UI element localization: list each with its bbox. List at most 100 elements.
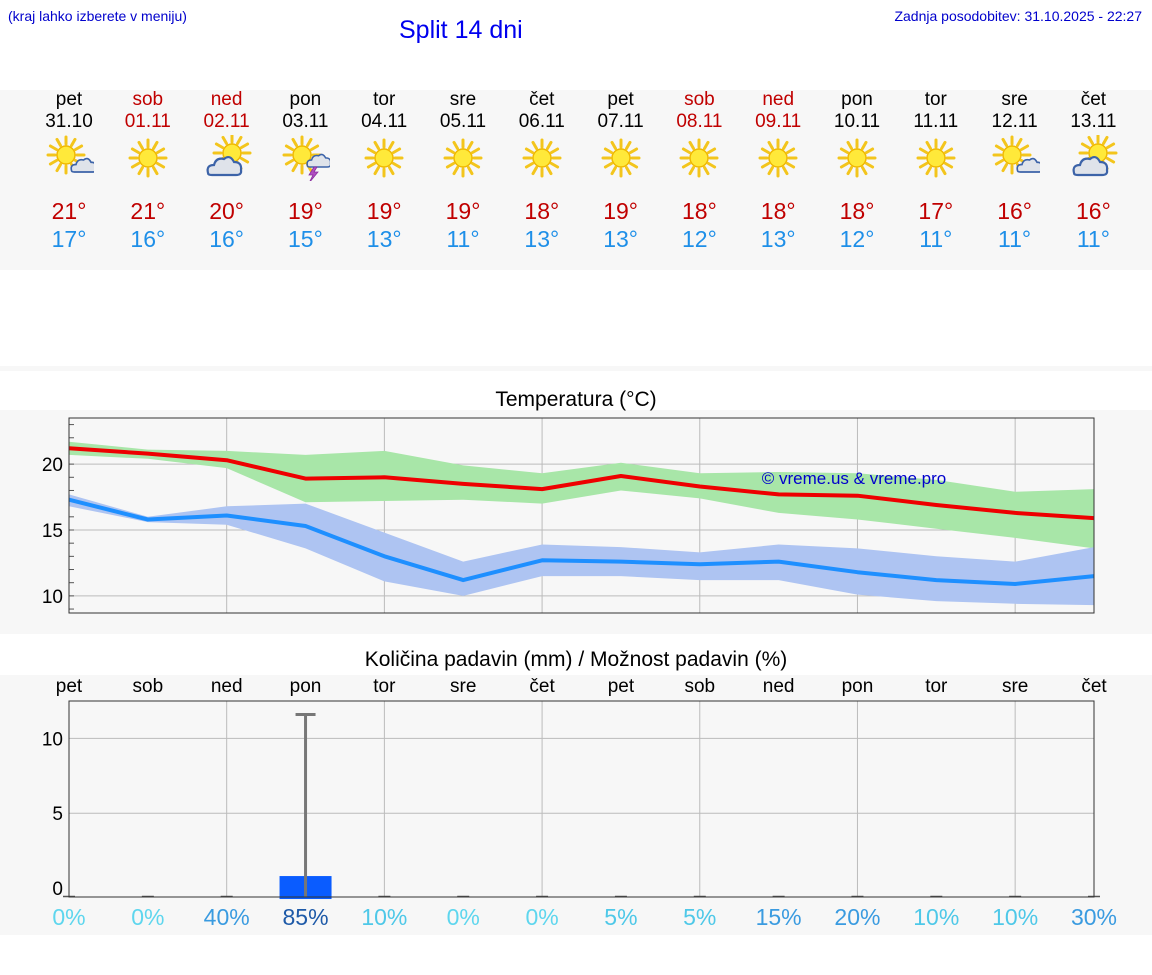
day-name: sre xyxy=(1001,89,1028,110)
weather-icon-slot xyxy=(265,135,345,183)
precip-chance: 15% xyxy=(755,904,802,930)
precip-chance: 5% xyxy=(683,904,717,930)
day-name: pet xyxy=(607,89,634,110)
temp-min: 11° xyxy=(998,226,1032,252)
temp-max: 18° xyxy=(682,198,717,224)
temp-ytick-label: 15 xyxy=(42,521,63,542)
weather-icon-slot xyxy=(581,135,661,183)
temp-min: 15° xyxy=(288,226,323,252)
sun-icon xyxy=(601,138,641,178)
temp-max: 18° xyxy=(839,198,875,224)
sun-icon xyxy=(837,138,877,178)
sun-cloud-big-icon xyxy=(1072,135,1118,177)
forecast-band xyxy=(0,90,1152,270)
precip-chance: 5% xyxy=(604,904,638,930)
temp-max: 19° xyxy=(445,198,481,224)
page-title: Split 14 dni xyxy=(399,16,523,44)
temp-min: 13° xyxy=(760,226,796,252)
temp-min: 13° xyxy=(366,226,402,252)
precip-day-label: sob xyxy=(133,676,164,697)
day-column: pet 07.11 19° 13° xyxy=(581,89,661,253)
weather-icon-slot xyxy=(108,135,188,183)
temp-ytick-label: 20 xyxy=(42,455,63,476)
min-temp-line xyxy=(68,497,1095,586)
min-temp-band xyxy=(69,494,1094,606)
precip-day-label: sre xyxy=(1002,676,1028,697)
temp-ytick-label: 10 xyxy=(42,587,63,608)
precip-ytick-label: 5 xyxy=(52,804,63,825)
day-date: 03.11 xyxy=(282,111,329,132)
weather-icon-slot xyxy=(817,135,897,183)
precip-day-label: sob xyxy=(684,676,715,697)
precip-ytick-label: 10 xyxy=(42,729,63,750)
day-date: 07.11 xyxy=(597,111,644,132)
temp-max: 16° xyxy=(1076,198,1111,224)
temp-min: 16° xyxy=(130,226,166,252)
temp-min: 13° xyxy=(603,226,638,252)
precip-chance: 0% xyxy=(131,904,165,930)
weather-icon-slot xyxy=(29,135,109,183)
day-name: čet xyxy=(529,89,555,110)
day-column: tor 11.11 17° 11° xyxy=(896,89,976,253)
day-column: čet 13.11 16° 11° xyxy=(1053,89,1133,253)
precip-day-label: pet xyxy=(608,676,635,697)
precip-chart-title: Količina padavin (mm) / Možnost padavin … xyxy=(364,648,788,671)
sun-icon xyxy=(679,138,719,178)
weather-icon-slot xyxy=(423,135,503,183)
temp-min: 13° xyxy=(524,226,560,252)
precip-day-label: ned xyxy=(763,676,795,697)
precip-chance: 40% xyxy=(203,904,250,930)
precip-ytick-label: 0 xyxy=(52,879,63,900)
temp-max: 18° xyxy=(524,198,560,224)
divider xyxy=(0,366,1152,371)
day-date: 06.11 xyxy=(518,111,565,132)
precip-chance: 10% xyxy=(913,904,960,930)
day-name: pon xyxy=(289,89,322,110)
sun-cloud-icon xyxy=(992,135,1040,175)
day-date: 12.11 xyxy=(991,111,1038,132)
precip-plot-area xyxy=(69,701,1094,897)
precip-chance: 10% xyxy=(361,904,408,930)
day-date: 04.11 xyxy=(361,111,408,132)
day-name: čet xyxy=(1080,89,1107,110)
location-hint: (kraj lahko izberete v meniju) xyxy=(8,8,187,24)
weather-icon-slot xyxy=(975,135,1055,183)
temp-min: 16° xyxy=(209,226,244,252)
temp-chart-title: Temperatura (°C) xyxy=(495,388,657,411)
sun-icon xyxy=(522,138,562,178)
precip-chance: 30% xyxy=(1070,904,1118,930)
weather-icon-slot xyxy=(738,135,818,183)
precip-chance: 85% xyxy=(282,904,329,930)
precip-day-label: ned xyxy=(211,676,243,697)
watermark: © vreme.us & vreme.pro xyxy=(762,469,946,488)
temp-max: 20° xyxy=(209,198,244,224)
sun-cloud-icon xyxy=(46,135,94,175)
sun-icon xyxy=(758,138,798,178)
day-name: ned xyxy=(762,89,795,110)
temp-min: 12° xyxy=(839,226,875,252)
precip-day-label: pet xyxy=(56,676,83,697)
temp-max: 17° xyxy=(918,198,954,224)
temp-max: 16° xyxy=(997,198,1032,224)
day-column: pon 03.11 19° 15° xyxy=(265,89,345,253)
day-column: pon 10.11 18° 12° xyxy=(817,89,897,253)
day-name: pon xyxy=(841,89,873,110)
weather-icon-slot xyxy=(187,135,267,183)
precip-day-label: pon xyxy=(290,676,322,697)
sun-icon xyxy=(364,138,404,178)
temp-min: 11° xyxy=(919,226,953,252)
precip-chance: 0% xyxy=(525,904,559,930)
precip-day-label: pon xyxy=(842,676,874,697)
temp-min: 17° xyxy=(51,226,87,252)
temp-max: 18° xyxy=(760,198,796,224)
temp-min: 12° xyxy=(682,226,717,252)
day-date: 05.11 xyxy=(439,111,487,132)
temp-max: 19° xyxy=(366,198,402,224)
day-column: sre 05.11 19° 11° xyxy=(423,89,503,253)
day-name: tor xyxy=(373,89,396,110)
temp-min: 11° xyxy=(1076,226,1110,252)
day-name: pet xyxy=(55,89,83,110)
precip-chance: 0% xyxy=(446,904,480,930)
day-column: tor 04.11 19° 13° xyxy=(344,89,424,253)
precip-chance: 0% xyxy=(52,904,86,930)
